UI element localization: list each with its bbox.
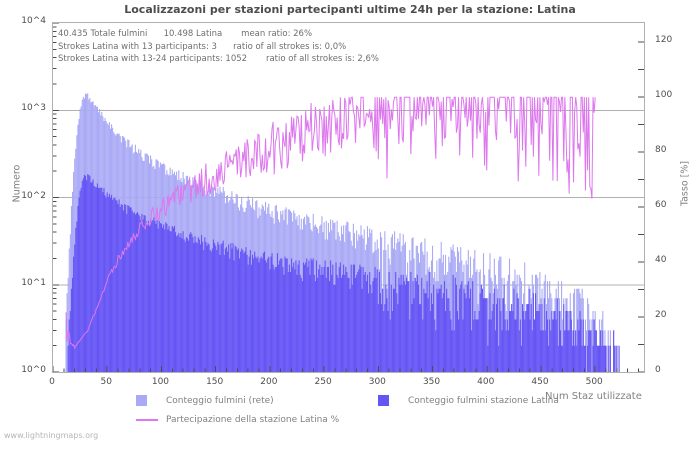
legend-label-network: Conteggio fulmini (rete) (166, 396, 274, 406)
y-tick-right-0: 0 (655, 365, 661, 375)
legend-swatch-participation (136, 419, 158, 421)
y-tick-right-3: 60 (655, 200, 667, 211)
x-tick-7: 350 (422, 377, 441, 387)
watermark: www.lightningmaps.org (4, 431, 99, 440)
y-tick-left-0: 10^0 (21, 365, 46, 375)
plot-canvas (53, 23, 644, 372)
y-axis-label-left: Numero (11, 164, 23, 203)
x-tick-8: 400 (477, 377, 495, 387)
y-tick-right-2: 40 (655, 255, 667, 266)
annotation-line-1: 40.435 Totale fulmini 10.498 Latina mean… (58, 29, 313, 39)
y-tick-left-2: 10^2 (21, 190, 46, 201)
legend-label-station: Conteggio fulmini stazione Latina (408, 396, 559, 406)
y-tick-right-1: 20 (655, 310, 667, 321)
x-tick-0: 0 (49, 377, 55, 387)
x-tick-2: 100 (151, 377, 170, 387)
x-tick-4: 200 (260, 377, 278, 387)
y-tick-left-4: 10^4 (21, 16, 46, 26)
y-axis-label-right: Tasso [%] (679, 160, 691, 207)
x-axis-label: Num Staz utilizzate (545, 391, 642, 402)
chart-legend: Conteggio fulmini (rete) Conteggio fulmi… (0, 392, 700, 432)
x-tick-1: 50 (100, 377, 112, 387)
y-tick-left-3: 10^3 (21, 103, 46, 114)
plot-area (52, 22, 645, 373)
x-tick-10: 500 (585, 377, 603, 387)
y-tick-right-4: 80 (655, 145, 667, 156)
annotation-line-2: Strokes Latina with 13 participants: 3 r… (58, 41, 347, 52)
page-title: Localizzazoni per stazioni partecipanti … (124, 3, 576, 16)
y-tick-right-5: 100 (655, 90, 673, 101)
annotation-line-3: Strokes Latina with 13-24 participants: … (58, 54, 380, 64)
x-tick-5: 250 (314, 377, 332, 387)
y-tick-right-6: 120 (655, 35, 673, 46)
legend-swatch-station (378, 395, 389, 406)
x-tick-6: 300 (368, 377, 386, 387)
statistics-annotation: 40.435 Totale fulmini 10.498 Latina mean… (58, 28, 528, 66)
legend-swatch-network (136, 395, 147, 406)
x-tick-3: 150 (206, 377, 224, 387)
x-tick-9: 450 (531, 377, 549, 387)
legend-label-participation: Partecipazione della stazione Latina % (166, 415, 340, 425)
y-tick-left-1: 10^1 (21, 277, 46, 288)
